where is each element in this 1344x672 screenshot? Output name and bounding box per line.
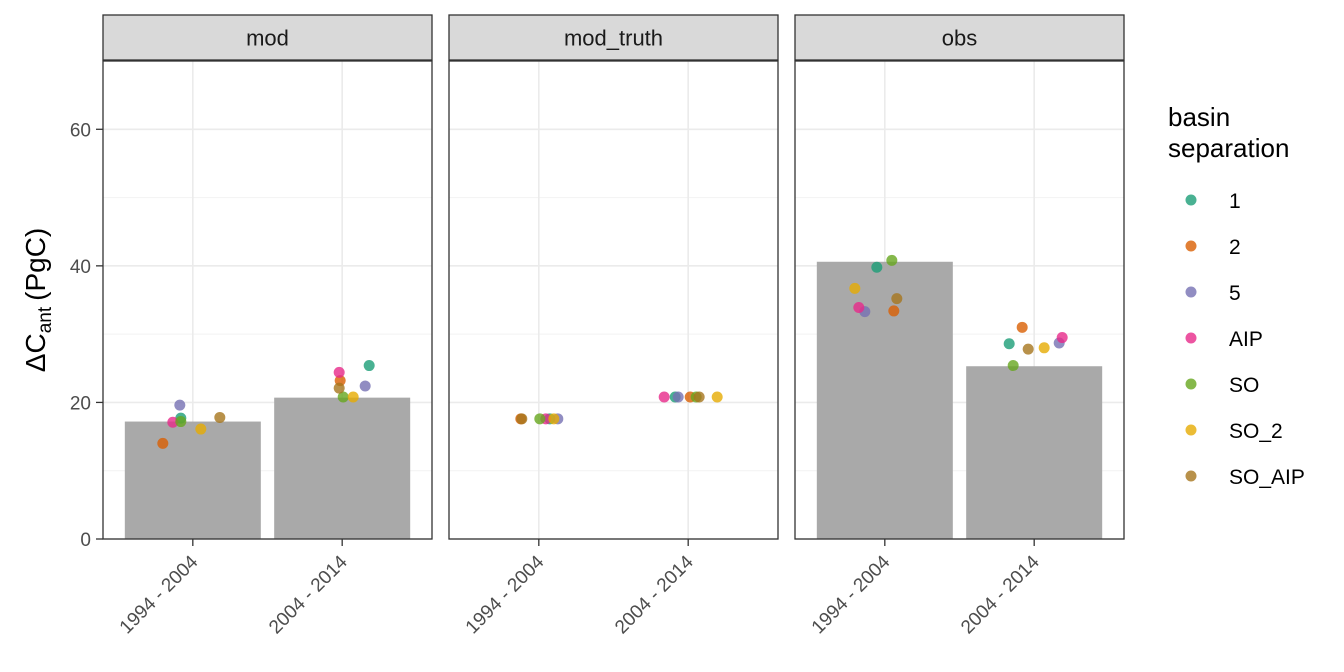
- y-axis-title-symbol: ΔC: [20, 333, 51, 372]
- bar-mod-1: [274, 397, 411, 539]
- point-obs-AIP: [853, 302, 865, 314]
- point-obs-SO: [1007, 360, 1019, 372]
- legend-label: 1: [1229, 190, 1241, 213]
- legend-key: [1185, 332, 1197, 344]
- strip-background: [102, 14, 433, 61]
- y-axis: 0 20 40 60: [70, 120, 103, 551]
- panel-border: [794, 60, 1125, 540]
- panel-background: [449, 61, 778, 539]
- y-axis-title-unit: (PgC): [20, 228, 51, 301]
- legend-label: SO_2: [1229, 420, 1283, 443]
- point-mod_truth-AIP: [658, 391, 670, 403]
- point-obs-2: [1016, 321, 1028, 333]
- y-tick-label: 20: [70, 393, 91, 414]
- x-tick-label: 2004 - 2014: [611, 551, 698, 638]
- legend-label: SO_AIP: [1229, 466, 1305, 489]
- facet-panel-mod: mod 1994 - 2004 2004 - 2014: [102, 14, 433, 638]
- legend-item-SO_AIP: SO_AIP: [1185, 466, 1305, 489]
- point-mod_truth-5: [672, 391, 684, 403]
- point-mod_truth-SO_2: [711, 391, 723, 403]
- point-obs-1: [871, 261, 883, 273]
- bar-obs-1: [966, 366, 1103, 539]
- point-mod-SO_AIP: [333, 382, 345, 394]
- point-mod_truth-SO_2: [548, 413, 560, 425]
- x-tick-label: 2004 - 2014: [265, 551, 352, 638]
- point-mod_truth-SO: [534, 413, 546, 425]
- strip-label: mod_truth: [564, 26, 663, 51]
- y-tick-label: 0: [80, 530, 91, 551]
- point-mod-2: [157, 437, 169, 449]
- legend-label: SO: [1229, 374, 1259, 397]
- strip-background: [794, 14, 1125, 61]
- legend-title-line: basin: [1168, 102, 1230, 132]
- point-obs-SO_AIP: [891, 293, 903, 305]
- point-mod-5: [359, 380, 371, 392]
- point-mod-SO: [337, 391, 349, 403]
- legend-label: 5: [1229, 282, 1241, 305]
- point-mod-AIP: [167, 416, 179, 428]
- legend-item-1: 1: [1185, 190, 1241, 213]
- legend-label: AIP: [1229, 328, 1263, 351]
- strip-background: [448, 14, 779, 61]
- legend-item-SO_2: SO_2: [1185, 420, 1283, 443]
- bar-mod-0: [124, 421, 261, 539]
- y-tick-label: 60: [70, 120, 91, 141]
- point-obs-SO_2: [849, 282, 861, 294]
- legend-label: 2: [1229, 236, 1241, 259]
- point-mod_truth-SO_AIP: [516, 413, 528, 425]
- x-tick-label: 1994 - 2004: [116, 551, 203, 638]
- legend-item-AIP: AIP: [1185, 328, 1263, 351]
- y-tick-label: 40: [70, 257, 91, 278]
- strip-label: mod: [246, 26, 289, 51]
- legend-title-line: separation: [1168, 133, 1289, 163]
- legend-key: [1185, 240, 1197, 252]
- point-mod-SO_2: [347, 391, 359, 403]
- bar-obs-0: [816, 261, 953, 539]
- facet-panel-obs: obs 1994 - 2004 2004 - 2014: [794, 14, 1125, 638]
- point-obs-SO_2: [1038, 342, 1050, 354]
- point-obs-1: [1003, 338, 1015, 350]
- legend-key: [1185, 286, 1197, 298]
- x-tick-label: 1994 - 2004: [462, 551, 549, 638]
- point-obs-AIP: [1056, 332, 1068, 344]
- panel-border: [102, 60, 433, 540]
- point-mod-AIP: [333, 366, 345, 378]
- legend-key: [1185, 470, 1197, 482]
- point-mod-SO: [175, 416, 187, 428]
- point-obs-SO_AIP: [1022, 343, 1034, 355]
- facet-panel-mod_truth: mod_truth 1994 - 2004 2004 - 2014: [448, 14, 779, 638]
- point-mod-1: [363, 360, 375, 372]
- point-mod_truth-SO_AIP: [693, 391, 705, 403]
- point-obs-2: [888, 305, 900, 317]
- x-tick-label: 1994 - 2004: [808, 551, 895, 638]
- point-mod-SO_2: [195, 423, 207, 435]
- point-mod-5: [174, 399, 186, 411]
- x-tick-label: 2004 - 2014: [957, 551, 1044, 638]
- legend-key: [1185, 378, 1197, 390]
- y-axis-title: ΔCant (PgC): [20, 228, 56, 372]
- point-mod-SO_AIP: [214, 411, 226, 423]
- legend-key: [1185, 194, 1197, 206]
- legend-item-5: 5: [1185, 282, 1241, 305]
- strip-label: obs: [942, 26, 977, 51]
- panel-border: [448, 60, 779, 540]
- legend-key: [1185, 424, 1197, 436]
- point-obs-SO: [886, 254, 898, 266]
- panels: mod 1994 - 2004 2004 - 2014 mod_truth 1994 -…: [102, 14, 1125, 638]
- legend-item-SO: SO: [1185, 374, 1259, 397]
- legend-item-2: 2: [1185, 236, 1241, 259]
- y-axis-title-subscript: ant: [35, 306, 56, 333]
